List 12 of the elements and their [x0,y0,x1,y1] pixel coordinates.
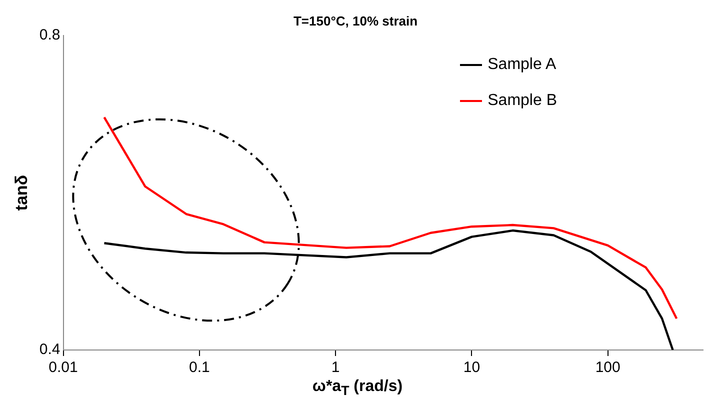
legend-label: Sample B [488,92,557,110]
y-axis-title: tanδ [12,174,31,211]
legend-label: Sample A [488,56,556,74]
x-tick-label: 1 [331,359,340,376]
x-tick-label: 100 [595,359,620,376]
y-tick-label: 0.8 [39,26,60,44]
x-tick-label: 0.1 [188,359,210,376]
chart-title: T=150°C, 10% strain [293,13,418,28]
y-tick-label: 0.4 [39,341,60,358]
x-tick-label: 10 [463,359,480,376]
x-axis-title: ω*a$_{T}$ (rad/s) [311,378,404,398]
x-tick-label: 0.01 [48,359,78,376]
